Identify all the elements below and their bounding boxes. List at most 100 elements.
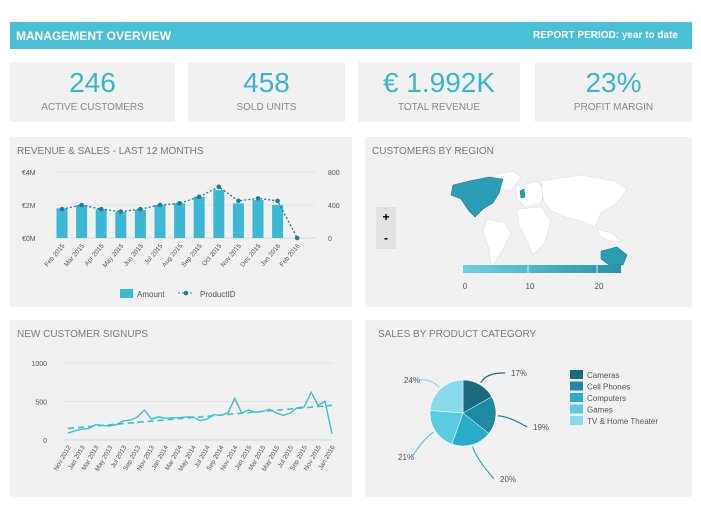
point-productid [294, 235, 300, 241]
zoom-out-button[interactable]: - [384, 231, 388, 245]
customers-by-region-panel: CUSTOMERS BY REGION + - 0 10 20 [365, 137, 692, 307]
legend-label: Games [587, 406, 613, 415]
legend-swatch [570, 370, 583, 379]
scale-label: 10 [526, 282, 535, 291]
legend-label: TV & Home Theater [587, 417, 658, 426]
point-productid [216, 184, 222, 190]
kpi-value: € 1.992K [382, 67, 496, 98]
pie-value-label: 17% [511, 369, 527, 378]
bar-amount [252, 200, 264, 238]
y-tick-label: €2M [22, 203, 36, 210]
pie-slice [429, 379, 464, 414]
color-scale-bar [463, 265, 621, 273]
map-se-asia [596, 228, 622, 242]
pie-value-label: 21% [398, 453, 414, 462]
signups-line [67, 390, 333, 434]
bar-amount [115, 211, 127, 238]
dashboard-title: MANAGEMENT OVERVIEW [16, 29, 172, 43]
x-tick-label: Dec 2015 [239, 242, 262, 268]
pie-value-label: 19% [533, 423, 549, 432]
kpi-label: ACTIVE CUSTOMERS [41, 102, 144, 113]
kpi-total-revenue: € 1.992K TOTAL REVENUE [358, 62, 520, 122]
kpi-label: PROFIT MARGIN [573, 102, 654, 113]
pie-leader-line [417, 379, 440, 388]
point-productid [157, 202, 163, 208]
scale-label: 20 [595, 282, 604, 291]
bar-amount [272, 205, 284, 238]
sales-by-category-panel: SALES BY PRODUCT CATEGORY 17% 19% 20% 21% 24… [365, 320, 692, 497]
legend-swatch [570, 381, 583, 391]
pie-leader-line [411, 431, 434, 458]
category-pie-chart: 17% 19% 20% 21% 24% Cameras Cell Phones Compute… [398, 369, 658, 484]
map-australia [600, 246, 628, 266]
bar-amount [95, 209, 107, 238]
pie-slice [462, 396, 497, 434]
x-tick-label: May 2015 [102, 242, 126, 269]
kpi-label: TOTAL REVENUE [397, 102, 481, 113]
pie-value-label: 20% [500, 475, 516, 484]
kpi-value: 458 [243, 67, 290, 98]
y-tick-label: 500 [35, 400, 47, 407]
y2-tick-label: 400 [328, 203, 340, 210]
y-tick-label: 0 [43, 438, 47, 445]
kpi-value: 23% [585, 67, 642, 98]
kpi-value: 246 [69, 67, 116, 98]
x-tick-label: Mar 2015 [63, 242, 86, 268]
legend-marker-productid [183, 290, 189, 296]
y2-tick-label: 800 [328, 170, 340, 177]
map-europe [514, 180, 546, 208]
point-productid [59, 206, 65, 212]
legend-label-amount: Amount [137, 290, 165, 299]
y-tick-label: 1000 [31, 361, 47, 368]
x-tick-label: Jun 2015 [122, 242, 145, 267]
map-south-america [482, 218, 512, 268]
kpi-profit-margin: 23% PROFIT MARGIN [535, 62, 692, 122]
point-productid [177, 201, 182, 206]
y-tick-label: €0M [22, 236, 36, 243]
revenue-sales-panel: REVENUE & SALES - LAST 12 MONTHS €0M 0 €2M… [10, 137, 352, 307]
pie-leader-line [480, 372, 506, 384]
legend-swatch [570, 404, 583, 414]
map-africa [516, 206, 552, 256]
point-productid [138, 206, 143, 212]
pie-leader-line [497, 415, 528, 428]
new-customer-signups-panel: NEW CUSTOMER SIGNUPS 0 500 1000 Nov 2012 Jan… [10, 320, 352, 497]
map-uk [519, 188, 526, 199]
panel-title: CUSTOMERS BY REGION [372, 146, 494, 157]
bar-amount [76, 205, 88, 238]
bar-amount [154, 205, 166, 238]
world-map[interactable]: 0 10 20 [365, 137, 692, 307]
x-tick-label: Sep 2015 [180, 243, 203, 269]
y2-tick-label: 0 [328, 236, 332, 243]
panel-title: REVENUE & SALES - LAST 12 MONTHS [17, 146, 204, 157]
scale-label: 0 [463, 282, 468, 291]
map-asia [540, 174, 628, 228]
point-productid [275, 198, 280, 204]
legend-label: Cell Phones [587, 383, 630, 392]
x-tick-label: Feb 2016 [279, 242, 302, 268]
pie-leader-line [472, 446, 495, 480]
zoom-in-button[interactable]: + [382, 210, 390, 224]
bar-amount [232, 203, 244, 238]
point-productid [118, 209, 124, 214]
point-productid [255, 196, 261, 201]
legend-label: Cameras [587, 371, 619, 380]
panel-title: NEW CUSTOMER SIGNUPS [17, 329, 148, 340]
pie-slice [451, 412, 490, 447]
bar-amount [193, 196, 205, 238]
signups-trend-line [67, 404, 333, 430]
map-north-america [450, 176, 504, 218]
point-productid [196, 194, 202, 200]
legend-swatch [570, 393, 583, 402]
legend-swatch [570, 416, 583, 425]
panel-title: SALES BY PRODUCT CATEGORY [378, 329, 537, 340]
header-bar: MANAGEMENT OVERVIEW REPORT PERIOD: year … [10, 22, 692, 49]
bar-amount [56, 208, 68, 238]
map-zoom-controls: + - [376, 207, 396, 249]
kpi-active-customers: 246 ACTIVE CUSTOMERS [10, 62, 175, 122]
legend-label: Computers [587, 394, 626, 403]
legend-label-productid: ProductID [200, 290, 236, 299]
report-period[interactable]: REPORT PERIOD: year to date [532, 30, 678, 41]
